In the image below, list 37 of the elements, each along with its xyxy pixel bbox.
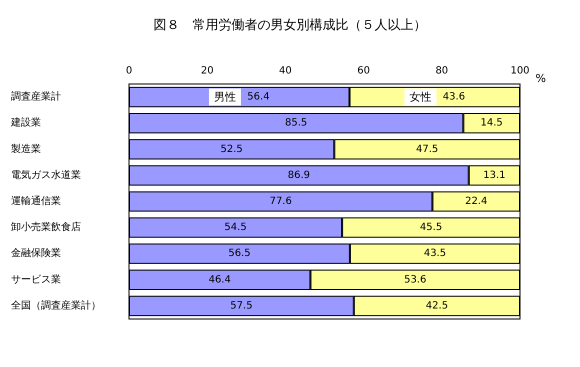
y-tick-label: 調査産業計 [11, 90, 61, 103]
y-tick-label: 製造業 [11, 142, 41, 155]
x-tick-label: 80 [435, 66, 448, 76]
data-label: 53.6 [404, 274, 426, 286]
data-label: 56.4 [240, 92, 270, 103]
chart-title: 図８ 常用労働者の男女別構成比（５人以上） [154, 18, 426, 33]
data-label: 13.1 [483, 170, 506, 181]
y-tick-label: 全国（調査産業計） [11, 299, 101, 312]
x-tick-label: 40 [279, 66, 292, 76]
y-tick-label: 建設業 [10, 116, 41, 129]
x-tick-label: 100 [510, 66, 530, 76]
x-tick-label: 20 [200, 66, 214, 76]
data-label: 46.4 [208, 274, 231, 286]
data-label: 42.5 [426, 300, 448, 312]
data-label: 43.6 [436, 92, 466, 103]
x-axis-title: % [535, 72, 546, 85]
x-tick-label: 60 [357, 66, 370, 76]
y-tick-label: 金融保険業 [11, 247, 61, 260]
data-label: 56.5 [228, 248, 251, 260]
y-tick-label: 卸小売業飲食店 [11, 221, 81, 234]
y-tick-label: 運輸通信業 [11, 195, 61, 207]
data-label: 22.4 [465, 196, 488, 207]
series-label: 女性 [409, 90, 432, 104]
data-label: 86.9 [288, 170, 310, 181]
data-label: 43.5 [424, 248, 446, 260]
data-label: 52.5 [220, 144, 243, 155]
data-label: 47.5 [416, 144, 438, 155]
data-label: 57.5 [230, 300, 253, 312]
data-label: 77.6 [270, 196, 292, 207]
y-tick-label: 電気ガス水道業 [11, 168, 81, 181]
data-label: 45.5 [420, 222, 442, 234]
series-label: 男性 [214, 90, 236, 104]
y-tick-label: サービス業 [11, 273, 61, 286]
x-tick-label: 0 [126, 66, 132, 76]
data-label: 85.5 [285, 118, 308, 129]
data-label: 14.5 [480, 118, 503, 129]
data-label: 54.5 [224, 222, 247, 234]
